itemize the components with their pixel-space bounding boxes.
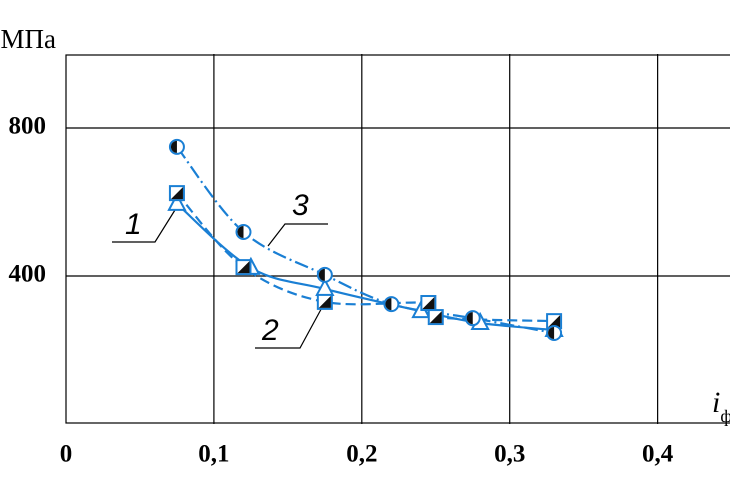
series-label: 1	[125, 208, 142, 241]
data-point	[167, 192, 187, 211]
data-point	[235, 223, 252, 240]
marker-fill	[237, 261, 250, 274]
leader-line	[112, 209, 176, 243]
data-point	[316, 266, 333, 283]
data-point	[546, 324, 563, 341]
marker-fill	[170, 140, 177, 153]
x-tick-label: 0	[60, 441, 73, 468]
marker-fill	[548, 315, 561, 328]
series-label: 2	[261, 314, 279, 347]
x-axis-label: iф	[712, 386, 730, 426]
marker-fill	[385, 298, 392, 311]
y-tick-label: 400	[9, 261, 47, 288]
data-point	[235, 259, 252, 276]
plot-frame	[65, 54, 730, 424]
data-point	[420, 295, 437, 312]
marker-fill	[429, 311, 442, 324]
y-tick-label: 800	[9, 113, 47, 140]
data-point	[168, 185, 185, 202]
leader-line	[255, 301, 326, 349]
data-point	[464, 310, 481, 327]
x-tick-label: 0,1	[198, 441, 229, 468]
data-point	[316, 293, 333, 310]
x-axis-label-main: i	[712, 386, 720, 419]
y-axis-label: МПа	[1, 24, 57, 54]
x-tick-label: 0,3	[494, 441, 525, 468]
leader-line	[267, 223, 328, 247]
series-line	[176, 203, 555, 332]
marker-fill	[548, 326, 555, 339]
x-tick-label: 0,2	[346, 441, 377, 468]
x-axis-label-sub: ф	[720, 406, 730, 426]
marker-fill	[318, 268, 325, 281]
marker-fill	[170, 187, 183, 200]
marker-fill	[318, 295, 331, 308]
x-tick-label: 0,4	[642, 441, 674, 468]
data-point	[427, 309, 444, 326]
marker-body	[167, 192, 187, 211]
series-line	[176, 192, 555, 323]
data-point	[546, 313, 563, 330]
data-point	[168, 138, 185, 155]
marker-fill	[466, 312, 473, 325]
series-label: 3	[292, 189, 309, 222]
marker-fill	[422, 297, 435, 310]
marker-fill	[237, 225, 244, 238]
data-point	[383, 296, 400, 313]
